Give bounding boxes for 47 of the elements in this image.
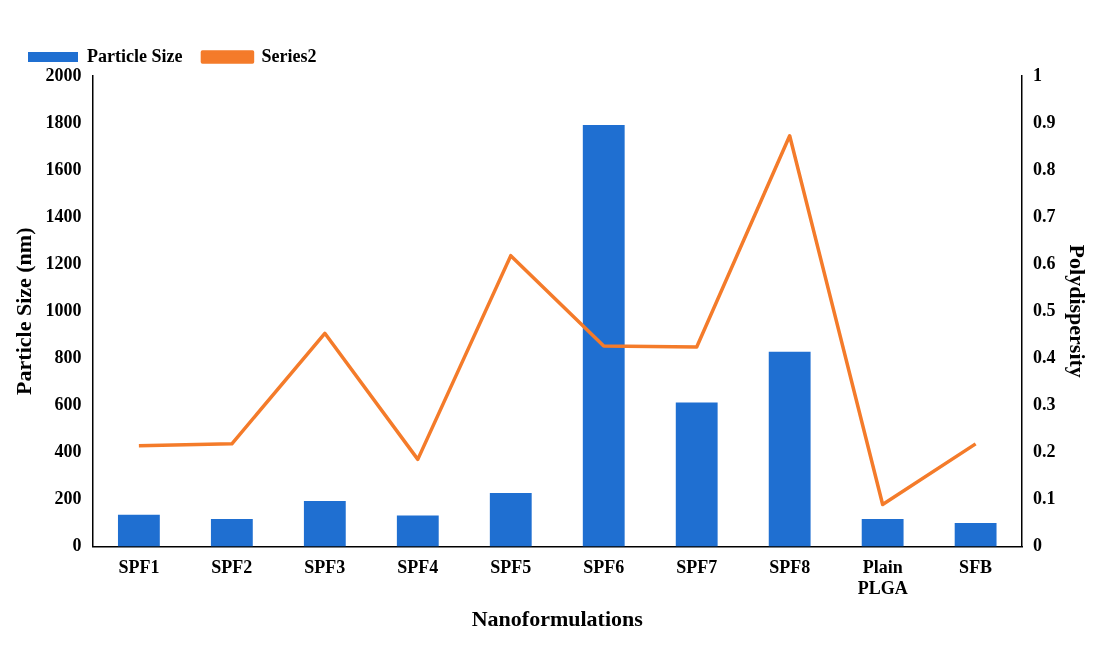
y-tick-label: 1400: [45, 205, 82, 226]
y2-tick-label: 0.3: [1033, 393, 1056, 414]
bar: [117, 514, 160, 547]
y-tick-label: 1200: [45, 252, 82, 273]
y2-tick-label: 0.2: [1033, 440, 1056, 461]
x-tick-label: SPF4: [397, 556, 439, 577]
x-tick-label: Plain PLGA: [857, 556, 908, 599]
y2-tick-label: 0.7: [1033, 205, 1056, 226]
bar: [582, 124, 625, 547]
y-tick-label: 0: [72, 535, 82, 556]
y-tick-label: 600: [54, 393, 82, 414]
y2-tick-label: 0: [1033, 535, 1043, 556]
bar: [861, 519, 904, 547]
y-tick-label: 1800: [45, 111, 82, 132]
y2-tick-label: 0.1: [1033, 488, 1056, 509]
x-tick-label: SPF1: [118, 556, 160, 577]
bar: [768, 351, 811, 547]
y2-tick-label: 0.5: [1033, 299, 1056, 320]
x-tick-label: SPF2: [211, 556, 253, 577]
y-tick-label: 200: [54, 488, 82, 509]
y2-tick-label: 1: [1033, 64, 1043, 85]
bar: [675, 402, 718, 547]
y-tick-label: 1000: [45, 299, 82, 320]
y2-tick-label: 0.4: [1033, 346, 1056, 367]
bar: [303, 501, 346, 547]
x-tick-label: SFB: [959, 556, 993, 577]
x-axis-title: Nanoformulations: [471, 606, 644, 632]
x-tick-label: SPF8: [769, 556, 811, 577]
legend-label: Particle Size: [87, 45, 183, 66]
x-tick-label: SPF7: [676, 556, 718, 577]
bar: [489, 493, 532, 547]
y-tick-label: 2000: [45, 64, 82, 85]
bar: [396, 515, 439, 547]
bar: [954, 522, 997, 547]
x-tick-label: SPF5: [490, 556, 532, 577]
y-axis-title: Particle Size (nm): [10, 227, 36, 395]
y-tick-label: 1600: [45, 158, 82, 179]
bar: [210, 519, 253, 547]
y2-tick-label: 0.6: [1033, 252, 1056, 273]
y-tick-label: 400: [54, 440, 82, 461]
legend-label: Series2: [261, 45, 317, 66]
y2-axis-title: Polydispersity: [1065, 244, 1091, 378]
x-tick-label: SPF6: [583, 556, 625, 577]
y2-tick-label: 0.8: [1033, 158, 1056, 179]
y2-tick-label: 0.9: [1033, 111, 1056, 132]
x-tick-label: SPF3: [304, 556, 346, 577]
y-tick-label: 800: [54, 346, 82, 367]
